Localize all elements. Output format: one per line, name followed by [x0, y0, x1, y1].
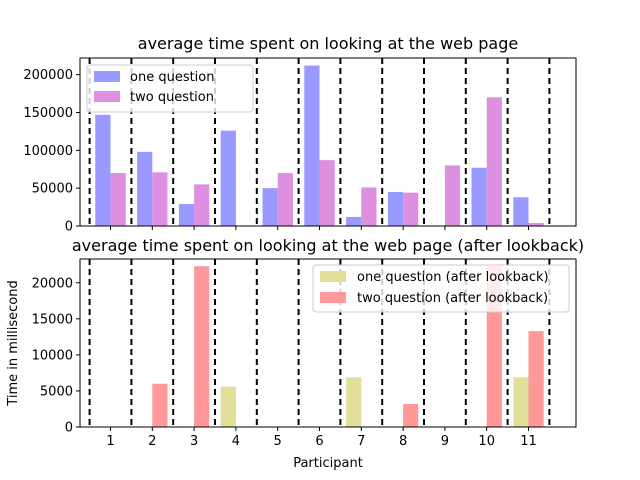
- bottom-chart-x-axis: 1 2 3 4 5 6 7 8 9 10 11: [106, 427, 537, 449]
- bar-series-2-participant-2: [152, 383, 168, 427]
- x-tick-label-participant-5: 5: [274, 434, 282, 449]
- bottom-chart-title: average time spent on looking at the web…: [72, 236, 584, 255]
- bar-series-1-participant-3: [178, 204, 195, 226]
- x-tick-label-participant-2: 2: [148, 434, 156, 449]
- bottom-legend-swatch-two-question-after-lookback: [320, 292, 346, 303]
- y-tick-label: 20000: [32, 276, 73, 291]
- x-tick-label-participant-1: 1: [106, 434, 114, 449]
- bar-series-2-participant-1: [110, 173, 126, 226]
- y-tick-label: 15000: [32, 312, 73, 327]
- bar-series-1-participant-4: [220, 130, 236, 226]
- bar-series-2-participant-11: [528, 331, 544, 427]
- bottom-legend-label-two-question-after-lookback: two question (after lookback): [357, 291, 548, 306]
- bottom-chart: average time spent on looking at the web…: [6, 236, 584, 471]
- bar-series-1-participant-11: [513, 377, 529, 427]
- x-tick-label-participant-11: 11: [520, 434, 537, 449]
- y-tick-label: 0: [65, 421, 73, 436]
- bottom-legend-swatch-one-question-after-lookback: [320, 271, 346, 282]
- y-tick-label: 100000: [23, 144, 73, 159]
- y-tick-label: 10000: [32, 348, 73, 363]
- top-legend-swatch-one-question: [94, 71, 120, 82]
- top-chart-separators: [88, 58, 551, 226]
- top-legend-swatch-two-question: [94, 91, 120, 102]
- top-chart-x-axis: [110, 226, 529, 230]
- top-legend-label-two-question: two question: [130, 90, 214, 105]
- bottom-chart-legend: one question (after lookback) two questi…: [312, 264, 570, 313]
- top-chart-legend: one question two question: [86, 64, 254, 113]
- bar-series-1-participant-11: [513, 197, 529, 226]
- y-tick-label: 200000: [23, 68, 73, 83]
- bar-series-1-participant-7: [346, 377, 362, 427]
- x-tick-label-participant-4: 4: [232, 434, 240, 449]
- bar-series-2-participant-11: [528, 222, 544, 226]
- bar-series-2-participant-5: [277, 173, 293, 226]
- x-tick-label-participant-8: 8: [399, 434, 407, 449]
- y-tick-label: 0: [65, 220, 73, 235]
- top-legend-label-one-question: one question: [130, 70, 215, 85]
- bar-series-2-participant-8: [403, 192, 419, 226]
- bar-series-2-participant-3: [194, 266, 210, 427]
- bottom-legend-label-one-question-after-lookback: one question (after lookback): [357, 270, 549, 285]
- x-tick-label-participant-9: 9: [441, 434, 449, 449]
- bar-series-2-participant-2: [152, 172, 168, 226]
- bar-series-1-participant-10: [471, 167, 487, 226]
- bar-series-1-participant-7: [346, 216, 362, 226]
- bar-series-2-participant-6: [319, 160, 335, 226]
- top-chart-y-axis: 0 50000 100000 150000 200000: [23, 68, 80, 235]
- bar-series-2-participant-3: [194, 184, 210, 226]
- x-tick-label-participant-3: 3: [190, 434, 198, 449]
- y-tick-label: 150000: [23, 106, 73, 121]
- bar-series-1-participant-8: [387, 191, 404, 226]
- bar-series-2-participant-7: [361, 187, 377, 226]
- bar-series-2-participant-10: [486, 97, 502, 226]
- x-tick-label-participant-10: 10: [478, 434, 495, 449]
- bottom-chart-frame: [79, 258, 577, 428]
- top-chart: average time spent on looking at the web…: [23, 34, 577, 235]
- bottom-legend-box: [312, 264, 570, 313]
- y-axis-label: Time in millisecond: [6, 280, 21, 406]
- bar-series-1-participant-4: [220, 386, 236, 427]
- bar-series-1-participant-2: [137, 151, 153, 226]
- bar-series-2-participant-8: [403, 403, 419, 427]
- top-chart-frame: [79, 57, 577, 227]
- y-tick-label: 50000: [32, 182, 73, 197]
- top-chart-title: average time spent on looking at the web…: [138, 34, 518, 53]
- bottom-chart-separators: [88, 259, 551, 427]
- top-legend-box: [86, 64, 254, 113]
- bar-series-1-participant-5: [262, 188, 278, 226]
- bar-series-1-participant-6: [304, 65, 320, 226]
- bottom-chart-bars: [152, 266, 544, 427]
- x-tick-label-participant-7: 7: [357, 434, 365, 449]
- x-tick-label-participant-6: 6: [315, 434, 323, 449]
- bar-series-1-participant-1: [95, 114, 111, 226]
- x-axis-label: Participant: [293, 456, 363, 471]
- bar-series-2-participant-9: [444, 165, 461, 226]
- top-chart-bars: [95, 65, 544, 226]
- y-tick-label: 5000: [40, 384, 73, 399]
- bottom-chart-y-axis: 0 5000 10000 15000 20000: [32, 276, 80, 436]
